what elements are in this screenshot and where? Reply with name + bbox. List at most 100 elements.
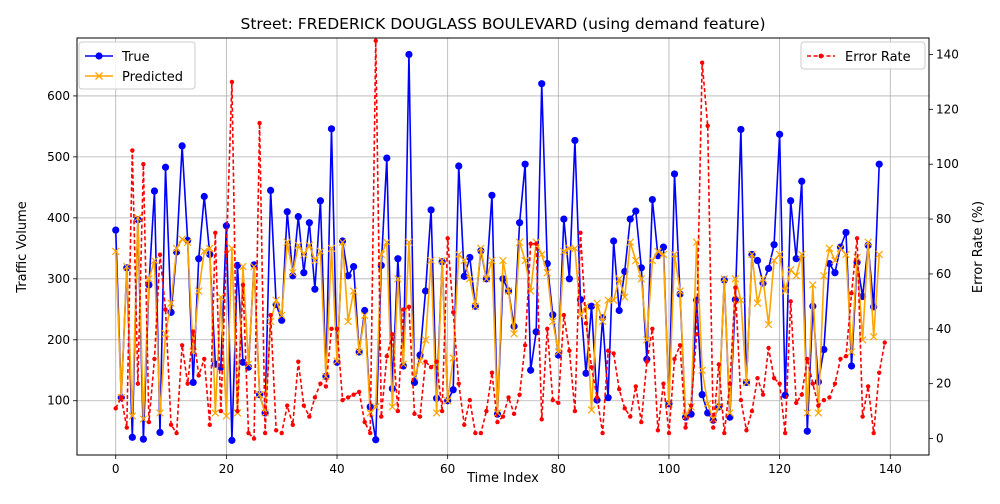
data-point-error-rate [401, 307, 406, 312]
data-point-predicted [382, 238, 391, 247]
data-point-error-rate [423, 359, 428, 364]
data-point-error-rate [312, 395, 318, 400]
data-point-predicted [770, 256, 778, 265]
data-point-error-rate [628, 414, 633, 419]
data-point-error-rate [467, 397, 473, 403]
data-point-error-rate [605, 348, 611, 353]
data-point-true [372, 436, 380, 444]
data-point-predicted [244, 360, 253, 368]
data-point-error-rate [672, 356, 677, 362]
data-point-error-rate [174, 430, 179, 436]
data-point-error-rate [484, 408, 489, 414]
data-point-true [305, 219, 313, 227]
data-point-true [294, 213, 302, 221]
data-point-true [311, 285, 319, 293]
data-point-error-rate [141, 161, 146, 167]
data-point-true [809, 302, 817, 310]
data-point-error-rate [323, 384, 329, 389]
data-point-predicted [465, 274, 474, 283]
data-point-predicted [593, 299, 601, 308]
data-point-error-rate [273, 428, 279, 433]
data-point-error-rate [533, 241, 539, 246]
data-point-predicted [338, 238, 347, 247]
data-point-true [582, 369, 590, 377]
series-line-error-rate [115, 39, 886, 440]
y-axis-label: Traffic Volume [15, 201, 30, 294]
data-point-predicted [543, 268, 552, 277]
y-tick-label: 300 [47, 272, 70, 286]
data-point-predicted [786, 265, 795, 274]
data-point-true [632, 207, 640, 215]
data-point-error-rate [428, 365, 434, 370]
data-point-error-rate [417, 414, 423, 419]
data-point-true [178, 142, 186, 150]
data-point-predicted [620, 293, 629, 301]
data-point-predicted [205, 244, 214, 253]
data-point-predicted [631, 256, 640, 265]
data-point-predicted [731, 274, 740, 283]
data-point-error-rate [473, 430, 478, 436]
data-point-predicted [277, 311, 286, 320]
y2-tick-label: 0 [936, 432, 944, 446]
data-point-predicted [145, 274, 153, 283]
y2-tick-label: 100 [936, 157, 959, 171]
data-point-true [787, 197, 795, 205]
x-tick-label: 120 [768, 462, 791, 476]
data-point-predicted [443, 396, 452, 405]
data-point-error-rate [489, 370, 495, 375]
data-point-true [344, 272, 352, 280]
y-tick-label: 200 [47, 333, 70, 347]
data-point-predicted [178, 235, 186, 244]
data-point-true [560, 215, 568, 223]
data-point-predicted [847, 348, 856, 356]
data-point-predicted [344, 317, 352, 326]
data-point-true [350, 263, 358, 271]
data-point-predicted [327, 244, 336, 253]
data-point-predicted [405, 238, 413, 247]
data-point-error-rate [777, 381, 782, 386]
data-point-true [300, 269, 308, 277]
data-point-error-rate [661, 381, 666, 386]
data-point-predicted [139, 415, 148, 423]
data-point-error-rate [229, 79, 235, 85]
data-point-true [488, 191, 496, 199]
data-point-predicted [560, 247, 568, 256]
chart-title: Street: FREDERICK DOUGLASS BOULEVARD (us… [241, 15, 766, 33]
y2-tick-label: 20 [936, 377, 951, 391]
x-tick-label: 80 [551, 462, 566, 476]
data-point-error-rate [340, 397, 345, 403]
data-point-error-rate [794, 400, 799, 406]
series-layer [111, 38, 887, 444]
x-axis-label: Time Index [466, 471, 539, 486]
data-point-predicted [720, 274, 729, 283]
data-point-error-rate [771, 375, 777, 381]
data-point-true [139, 435, 147, 443]
data-point-error-rate [279, 430, 284, 436]
data-point-predicted [217, 293, 225, 301]
data-point-true [228, 436, 236, 444]
data-point-true [250, 261, 258, 269]
data-point-true [875, 160, 883, 168]
data-point-true [449, 386, 457, 394]
data-point-error-rate [456, 381, 461, 386]
data-point-error-rate [760, 392, 766, 397]
data-point-true [327, 125, 336, 133]
data-point-error-rate [727, 381, 733, 386]
data-point-true [753, 256, 762, 265]
data-point-predicted [643, 335, 651, 344]
data-point-error-rate [882, 340, 887, 345]
data-point-true [361, 306, 369, 315]
data-point-error-rate [766, 345, 771, 351]
legend-predicted-label: Predicted [122, 70, 183, 85]
data-point-true [571, 136, 579, 145]
data-point-predicted [394, 274, 402, 283]
data-point-error-rate [356, 389, 362, 395]
data-point-predicted [510, 329, 518, 338]
data-point-predicted [128, 412, 137, 420]
data-point-predicted [775, 250, 784, 259]
data-point-true [814, 378, 822, 386]
data-point-predicted [808, 281, 817, 289]
data-point-error-rate [119, 395, 124, 400]
data-point-error-rate [246, 430, 251, 436]
